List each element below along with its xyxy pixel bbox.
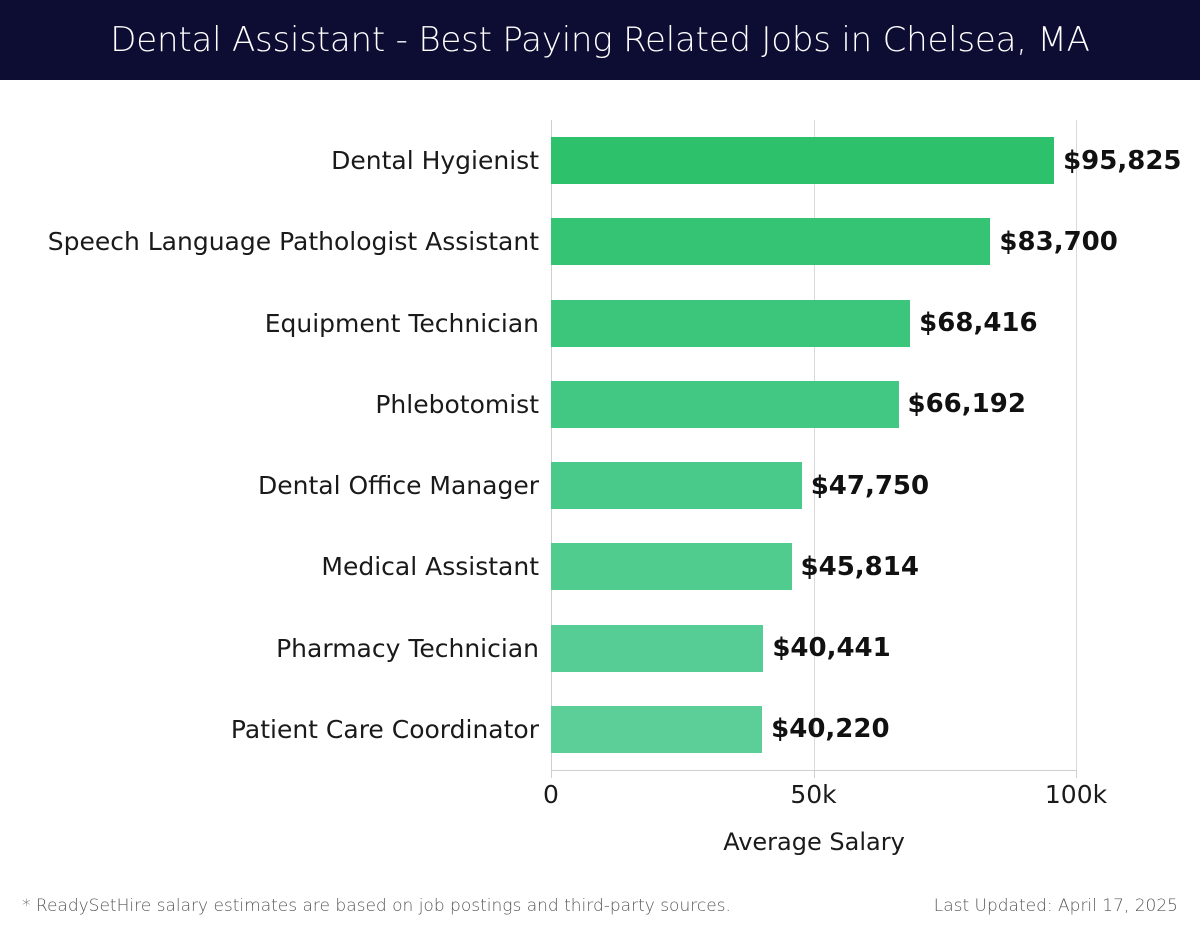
footer-disclaimer: * ReadySetHire salary estimates are base…	[22, 896, 731, 916]
bar-and-value: $83,700	[551, 201, 1118, 282]
bar[interactable]	[551, 137, 1055, 185]
chart-footer: * ReadySetHire salary estimates are base…	[0, 880, 1200, 940]
bar-category-label: Medical Assistant	[321, 552, 539, 582]
x-tick-label-0: 0	[543, 780, 559, 809]
bar-row: Patient Care Coordinator $40,220	[0, 689, 1200, 770]
bar-category-label: Dental Hygienist	[331, 146, 539, 176]
x-tick-label-100k: 100k	[1044, 780, 1108, 809]
bar-value-label: $40,220	[771, 714, 890, 745]
bar-category-label: Dental Office Manager	[258, 471, 539, 501]
gridline-x-100k	[1076, 120, 1077, 770]
page-title: Dental Assistant - Best Paying Related J…	[110, 20, 1090, 60]
bar-row: Pharmacy Technician $40,441	[0, 608, 1200, 689]
bar-category-label: Phlebotomist	[375, 389, 539, 419]
bar-category-label: Equipment Technician	[264, 308, 539, 338]
bar-and-value: $40,441	[551, 608, 891, 689]
bar-value-label: $47,750	[810, 470, 930, 501]
gridline-x-50k	[813, 120, 815, 770]
bar-category-label: Patient Care Coordinator	[230, 714, 539, 744]
bar-value-label: $66,192	[907, 389, 1026, 420]
bar-and-value: $45,814	[551, 526, 919, 607]
x-tick-0	[551, 770, 552, 778]
x-tick-100k	[1076, 770, 1077, 778]
bar-row: Equipment Technician $68,416	[0, 283, 1200, 364]
y-axis-spine	[551, 120, 552, 770]
bar[interactable]	[551, 543, 792, 591]
bar-and-value: $66,192	[551, 364, 1026, 445]
bar-row: Dental Office Manager $47,750	[0, 445, 1200, 526]
bar-category-label: Speech Language Pathologist Assistant	[47, 227, 539, 257]
chart-header-banner: Dental Assistant - Best Paying Related J…	[0, 0, 1200, 80]
bar-value-label: $45,814	[800, 551, 919, 582]
plot-area	[551, 120, 1077, 770]
x-tick-label-50k: 50k	[790, 780, 837, 809]
bar[interactable]	[551, 218, 991, 266]
bar[interactable]	[551, 462, 802, 510]
bar-row: Speech Language Pathologist Assistant $83…	[0, 201, 1200, 282]
bar-and-value: $95,825	[551, 120, 1182, 201]
bar-value-label: $40,441	[772, 633, 891, 664]
bar[interactable]	[551, 624, 764, 672]
bar[interactable]	[551, 299, 911, 347]
bar-and-value: $47,750	[551, 445, 929, 526]
bar[interactable]	[551, 705, 763, 753]
x-tick-50k	[813, 770, 815, 778]
bar-value-label: $68,416	[919, 308, 1038, 339]
x-axis-label: Average Salary	[723, 828, 905, 856]
bar-value-label: $83,700	[999, 226, 1118, 257]
bar-row: Phlebotomist $66,192	[0, 364, 1200, 445]
bar-row: Medical Assistant $45,814	[0, 526, 1200, 607]
bar-category-label: Pharmacy Technician	[276, 633, 539, 663]
bar-row: Dental Hygienist $95,825	[0, 120, 1200, 201]
bar-value-label: $95,825	[1063, 145, 1182, 176]
bar-and-value: $40,220	[551, 689, 890, 770]
bar-and-value: $68,416	[551, 283, 1038, 364]
footer-last-updated: Last Updated: April 17, 2025	[933, 896, 1178, 916]
bar[interactable]	[551, 380, 899, 428]
bar-chart: 0 50k 100k Dental Hygienist $95,825 Speech L…	[0, 80, 1200, 880]
